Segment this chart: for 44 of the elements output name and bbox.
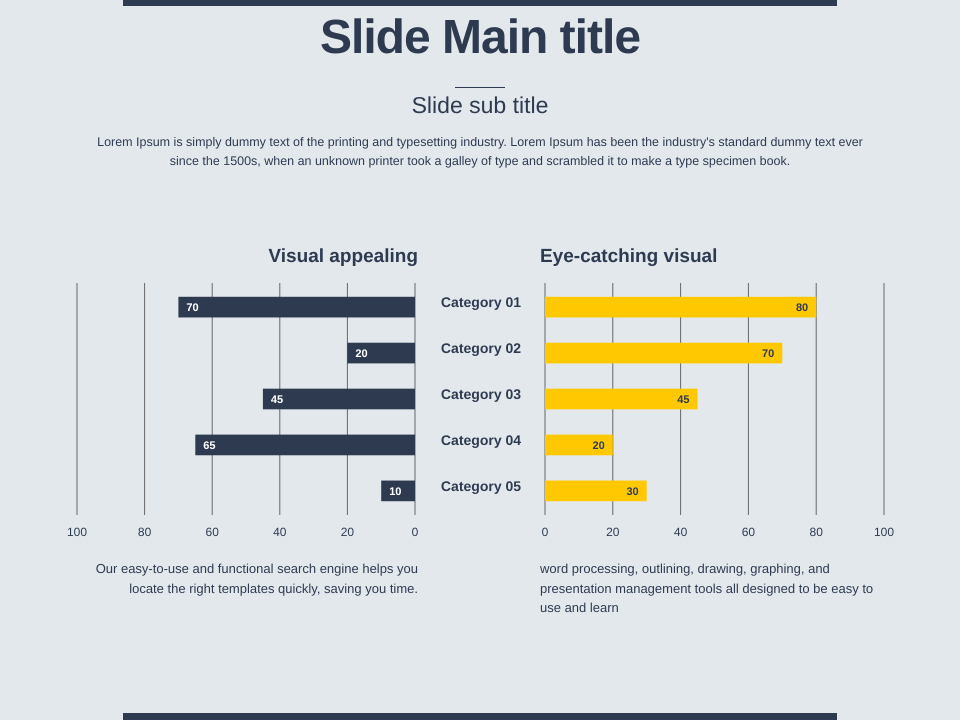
bar bbox=[262, 388, 415, 410]
text: word processing, outlining, drawing, graphing, and presentation management tools all designed to be easy to use and learn bbox=[540, 560, 874, 617]
chart-title: Eye-catching visual bbox=[540, 246, 718, 267]
y-tick-label: Category 02 bbox=[440, 340, 522, 356]
bar bbox=[545, 434, 613, 456]
data-label: 10 bbox=[389, 486, 402, 498]
x-tick-label: 0 bbox=[412, 525, 419, 539]
data-label: 20 bbox=[592, 440, 605, 452]
bar bbox=[545, 342, 782, 364]
data-label: 65 bbox=[203, 440, 216, 452]
chart-title: Visual appealing bbox=[268, 246, 418, 267]
bar bbox=[381, 480, 415, 502]
x-tick-label: 80 bbox=[810, 525, 824, 539]
bar bbox=[545, 388, 698, 410]
text: Slide sub title bbox=[410, 92, 550, 119]
x-tick-label: 100 bbox=[66, 525, 88, 539]
y-tick-label: Category 04 bbox=[440, 432, 522, 448]
data-label: 45 bbox=[677, 394, 690, 406]
bar bbox=[195, 434, 415, 456]
y-tick-label: Category 05 bbox=[440, 478, 522, 494]
data-label: 70 bbox=[186, 302, 199, 314]
bar bbox=[545, 296, 816, 318]
x-tick-label: 100 bbox=[874, 525, 894, 539]
x-tick-label: 60 bbox=[206, 525, 220, 539]
text: Slide Main title bbox=[318, 10, 642, 65]
data-label: 70 bbox=[762, 348, 774, 360]
bar bbox=[178, 296, 415, 318]
x-tick-label: 0 bbox=[542, 525, 549, 539]
data-label: 45 bbox=[270, 394, 284, 406]
x-tick-label: 80 bbox=[138, 525, 152, 539]
data-label: 80 bbox=[796, 302, 808, 314]
text: Lorem Ipsum is simply dummy text of the printing and typesetting industry. Lorem Ipsum has been the industry's standard dummy text ever since the 1500s, when an unknown printer took a galley of type and scrambled it to make a type specimen book. bbox=[96, 134, 864, 170]
data-label: 30 bbox=[626, 486, 639, 498]
bar bbox=[347, 342, 415, 364]
x-tick-label: 40 bbox=[674, 525, 688, 539]
y-tick-label: Category 03 bbox=[440, 386, 522, 402]
x-tick-label: 20 bbox=[340, 525, 354, 539]
y-tick-label: Category 01 bbox=[440, 294, 522, 310]
x-tick-label: 60 bbox=[742, 525, 756, 539]
bar bbox=[545, 480, 647, 502]
x-tick-label: 40 bbox=[273, 525, 287, 539]
data-label: 20 bbox=[355, 348, 368, 360]
x-tick-label: 20 bbox=[606, 525, 620, 539]
text: Our easy-to-use and functional search engine helps you locate the right templates quickly, saving you time. bbox=[94, 560, 418, 598]
